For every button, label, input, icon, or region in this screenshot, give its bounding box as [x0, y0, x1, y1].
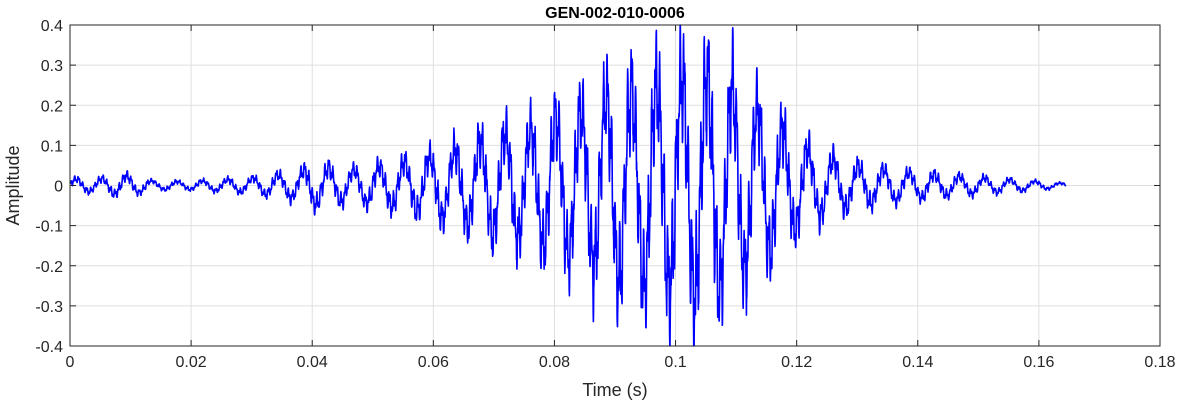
x-tick-label: 0.14 — [902, 354, 933, 371]
x-axis-label: Time (s) — [582, 380, 647, 400]
tick-marks — [69, 24, 1161, 347]
y-tick-label: -0.4 — [35, 339, 63, 356]
x-tick-label: 0.16 — [1023, 354, 1054, 371]
x-tick-label: 0.06 — [418, 354, 449, 371]
chart-title: GEN-002-010-0006 — [545, 5, 685, 22]
x-tick-label: 0.18 — [1144, 354, 1175, 371]
y-tick-label: 0.2 — [41, 98, 63, 115]
y-axis-label: Amplitude — [3, 145, 23, 225]
y-tick-label: 0.1 — [41, 138, 63, 155]
tick-labels: 0 0.02 0.04 0.06 0.08 0.1 0.12 0.14 0.16 0.18 -0.4… — [35, 18, 1175, 371]
x-tick-label: 0.1 — [664, 354, 686, 371]
x-tick-label: 0.12 — [781, 354, 812, 371]
x-tick-label: 0.02 — [176, 354, 207, 371]
x-tick-label: 0.04 — [297, 354, 328, 371]
series-group — [69, 24, 1067, 347]
y-tick-label: -0.1 — [35, 219, 63, 236]
series-line — [69, 24, 1067, 347]
x-tick-label: 0.08 — [539, 354, 570, 371]
y-tick-label: -0.3 — [35, 299, 63, 316]
y-tick-label: -0.2 — [35, 259, 63, 276]
x-tick-label: 0 — [66, 354, 75, 371]
y-tick-label: 0.3 — [41, 58, 63, 75]
y-tick-label: 0 — [54, 179, 63, 196]
y-tick-label: 0.4 — [41, 18, 63, 35]
